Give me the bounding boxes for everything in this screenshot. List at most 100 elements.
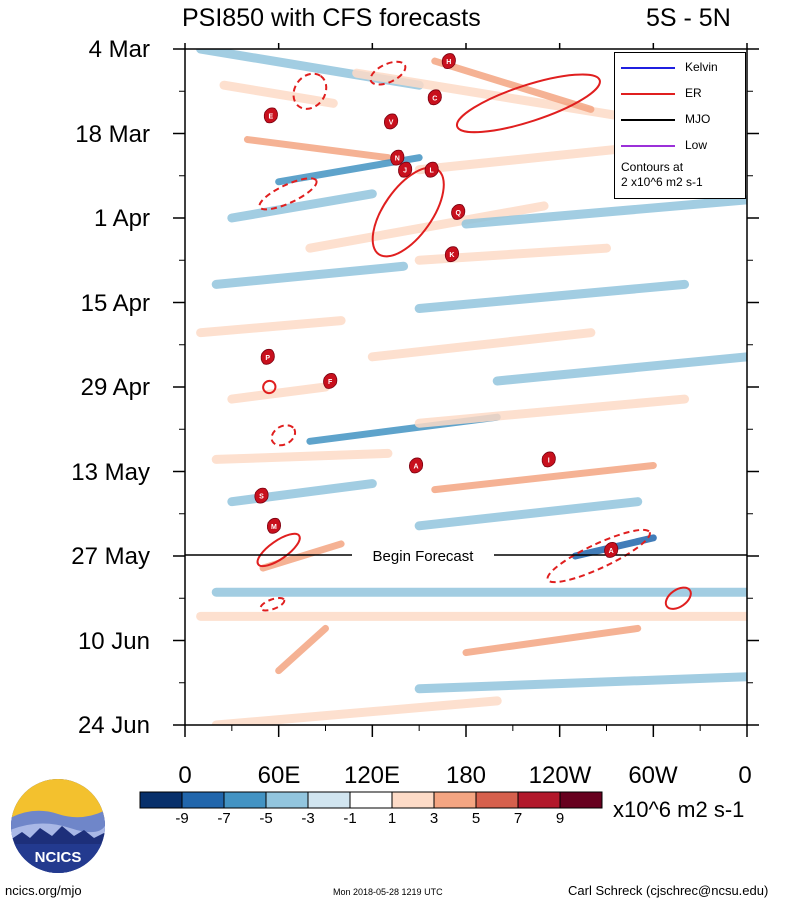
y-tick-label: 18 Mar	[75, 121, 150, 148]
anomaly-streak	[492, 352, 747, 386]
colorbar-swatch	[307, 791, 351, 809]
legend-item-low: Low	[621, 138, 741, 154]
colorbar-swatch	[475, 791, 519, 809]
storm-marker: I	[541, 451, 556, 468]
colorbar-swatch	[181, 791, 225, 809]
axis-ticks	[173, 43, 759, 737]
storm-marker-label: P	[265, 355, 270, 362]
anomaly-streak	[219, 80, 338, 108]
y-tick-label: 13 May	[71, 459, 150, 486]
legend: Kelvin ER MJO Low Contours at 2 x10^6 m2…	[614, 52, 746, 199]
colorbar-tick-label: -9	[175, 810, 189, 827]
anomaly-streak	[211, 448, 393, 464]
x-tick-label: 60W	[628, 762, 678, 789]
legend-label: Low	[685, 138, 708, 152]
legend-note: Contours at 2 x10^6 m2 s-1	[621, 160, 741, 190]
logo-text: NCICS	[35, 849, 82, 866]
legend-item-er: ER	[621, 86, 741, 102]
anomaly-streak	[211, 696, 502, 725]
colorbar-swatch	[517, 791, 561, 809]
storm-marker-label: N	[395, 156, 400, 163]
x-tick-label: 180	[445, 762, 487, 789]
anomaly-streak	[431, 57, 595, 113]
anomaly-streak	[275, 624, 329, 675]
y-tick-label: 29 Apr	[80, 374, 150, 401]
y-tick-label: 24 Jun	[77, 712, 150, 739]
legend-swatch	[621, 119, 675, 121]
colorbar-tick-label: 9	[555, 810, 565, 827]
y-tick-label: 4 Mar	[88, 36, 150, 63]
er-contour	[256, 532, 301, 568]
storm-marker: L	[424, 161, 439, 178]
storm-marker: V	[384, 113, 399, 130]
legend-label: Kelvin	[685, 60, 718, 74]
hovmoller-plot: Begin Forecast H C E V NJ L Q K P F A I S M A	[173, 43, 759, 737]
storm-marker: F	[323, 373, 338, 389]
anomaly-streak	[461, 195, 747, 229]
colorbar-swatch	[265, 791, 309, 809]
begin-forecast-label-bg	[352, 545, 494, 565]
storm-marker-label: K	[449, 252, 454, 259]
legend-note-line: Contours at	[621, 160, 684, 174]
storm-marker: P	[260, 348, 275, 365]
chart-subtitle: 5S - 5N	[646, 4, 731, 32]
anomaly-streak	[462, 624, 642, 657]
anomaly-streak	[367, 328, 596, 362]
storm-marker-label: I	[548, 457, 550, 464]
legend-item-kelvin: Kelvin	[621, 60, 741, 76]
chart-title: PSI850 with CFS forecasts	[182, 4, 481, 32]
er-contour	[270, 424, 297, 447]
er-contour	[262, 379, 277, 395]
x-tick-label: 0	[178, 762, 192, 789]
er-contour	[546, 528, 651, 584]
legend-note-line: 2 x10^6 m2 s-1	[621, 175, 703, 189]
anomaly-streak	[414, 497, 643, 531]
footer-url[interactable]: ncics.org/mjo	[5, 883, 82, 898]
anomaly-streak	[352, 68, 658, 126]
legend-label: MJO	[685, 112, 711, 126]
begin-forecast-label: Begin Forecast	[373, 548, 475, 565]
storm-marker: A	[604, 542, 619, 558]
storm-marker: H	[441, 53, 456, 69]
colorbar-tick-label: -3	[301, 810, 315, 827]
colorbar-tick-label: 1	[387, 810, 397, 827]
storm-marker: M	[266, 517, 282, 534]
anomaly-streak	[211, 261, 409, 289]
x-tick-label: 120E	[343, 762, 401, 789]
colorbar-swatch	[559, 791, 603, 809]
x-tick-label: 60E	[257, 762, 301, 789]
colorbar-swatch	[139, 791, 183, 809]
er-contour	[664, 586, 692, 610]
x-tick-label: 0	[738, 762, 752, 789]
er-contour	[258, 177, 318, 211]
colorbar	[139, 791, 603, 809]
storm-marker-label: A	[609, 548, 614, 555]
storm-marker-label: F	[328, 379, 333, 386]
storm-marker: Q	[451, 204, 466, 220]
colorbar-tick-label: -5	[259, 810, 273, 827]
er-contour	[292, 72, 328, 110]
legend-swatch	[621, 93, 675, 95]
colorbar-swatch	[433, 791, 477, 809]
storm-marker: J	[398, 161, 413, 178]
storm-marker: S	[254, 487, 269, 504]
anomaly-streak	[414, 279, 690, 314]
colorbar-units: x10^6 m2 s-1	[613, 797, 745, 822]
forecast-divider: Begin Forecast	[185, 545, 747, 565]
anomaly-streak	[259, 540, 345, 572]
anomaly-streak	[414, 394, 690, 428]
storm-marker: K	[444, 246, 460, 263]
x-tick-label: 120W	[528, 762, 592, 789]
storm-marker-label: Q	[455, 210, 461, 217]
storm-marker-label: A	[414, 463, 419, 470]
storm-marker-label: J	[403, 168, 407, 175]
colorbar-swatch	[391, 791, 435, 809]
anomaly-streak	[414, 672, 747, 694]
storm-marker-label: S	[259, 494, 264, 501]
colorbar-swatch	[349, 791, 393, 809]
y-tick-label: 1 Apr	[93, 205, 150, 232]
colorbar-tick-label: -1	[343, 810, 357, 827]
colorbar-tick-label: -7	[217, 810, 231, 827]
storm-marker-label: H	[446, 59, 451, 66]
storm-marker: C	[427, 89, 442, 106]
